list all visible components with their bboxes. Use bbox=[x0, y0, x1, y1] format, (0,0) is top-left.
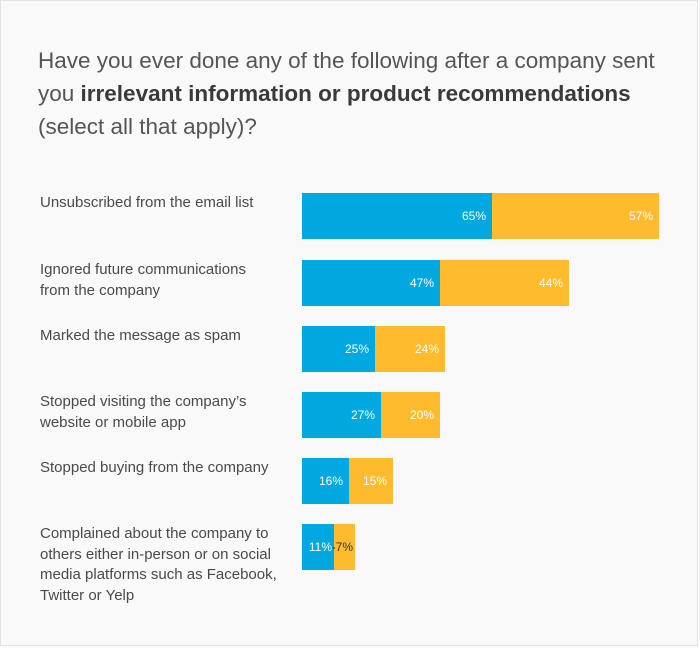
series-2-value-label: 44% bbox=[538, 276, 563, 290]
series-1-value-label: 47% bbox=[409, 276, 434, 290]
series-1-bar: 27% bbox=[302, 392, 381, 438]
category-label: Complained about the company to others e… bbox=[40, 525, 277, 604]
category-label: Ignored future communications from the c… bbox=[40, 261, 246, 299]
series-2-bar: 24% bbox=[375, 326, 445, 372]
title-part-2: (select all that apply)? bbox=[38, 114, 257, 139]
series-1-bar: 25% bbox=[302, 326, 375, 372]
series-1-bar: 11% bbox=[302, 524, 334, 570]
series-2-value-label: 24% bbox=[414, 342, 439, 356]
bar-row: 25% 24% bbox=[302, 326, 445, 372]
series-2-value-label: 57% bbox=[628, 209, 653, 223]
title-bold-part: irrelevant information or product recomm… bbox=[80, 81, 631, 106]
bar-row: 65% 57% bbox=[302, 193, 659, 239]
series-1-value-label: 27% bbox=[350, 408, 375, 422]
series-2-bar: 15% bbox=[349, 458, 393, 504]
series-2-bar: 20% bbox=[381, 392, 440, 438]
series-2-bar: -7% bbox=[331, 524, 355, 570]
series-2-bar: 57% bbox=[492, 193, 659, 239]
series-1-value-label: 16% bbox=[318, 474, 343, 488]
series-2-bar: 44% bbox=[440, 260, 569, 306]
series-2-value-label: 15% bbox=[362, 474, 387, 488]
bar-row: 27% 20% bbox=[302, 392, 440, 438]
category-label: Marked the message as spam bbox=[40, 327, 241, 344]
series-2-value-label: -7% bbox=[331, 540, 353, 554]
category-label: Stopped buying from the company bbox=[40, 459, 269, 476]
bar-row: 16% 15% bbox=[302, 458, 393, 504]
series-1-bar: 16% bbox=[302, 458, 349, 504]
bar-row: 11% -7% bbox=[302, 524, 355, 570]
chart-title: Have you ever done any of the following … bbox=[38, 44, 678, 143]
series-1-bar: 47% bbox=[302, 260, 440, 306]
bar-row: 47% 44% bbox=[302, 260, 569, 306]
series-1-value-label: 25% bbox=[344, 342, 369, 356]
series-1-value-label: 65% bbox=[461, 209, 486, 223]
series-1-value-label: 11% bbox=[308, 540, 332, 554]
title-part-1: Have you ever done any of the following … bbox=[38, 48, 655, 106]
series-1-bar: 65% bbox=[302, 193, 492, 239]
category-label: Stopped visiting the company’s website o… bbox=[40, 393, 247, 431]
category-label: Unsubscribed from the email list bbox=[40, 194, 254, 211]
series-2-value-label: 20% bbox=[409, 408, 434, 422]
